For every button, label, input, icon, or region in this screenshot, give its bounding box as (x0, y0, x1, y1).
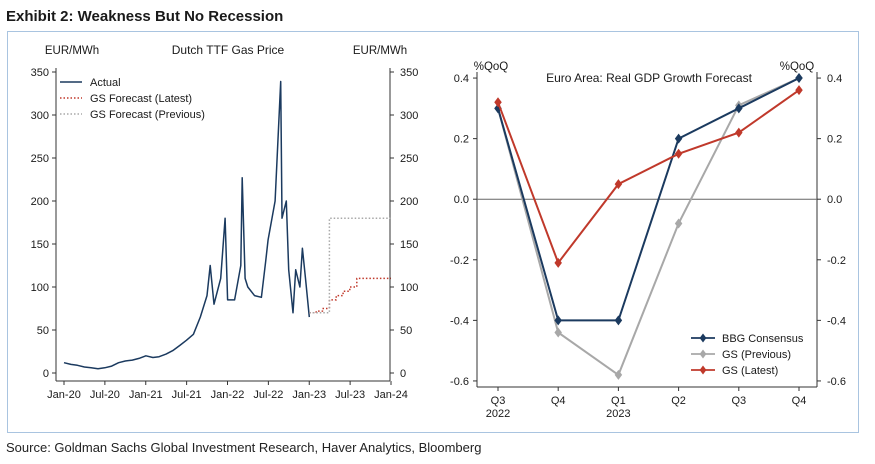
gdp-x-tick-label: Q4 (551, 395, 566, 407)
gas-x-tick-label: Jul-23 (335, 389, 365, 401)
gdp-legend-label: GS (Previous) (722, 349, 791, 361)
gdp-legend-marker (699, 349, 707, 359)
gdp-gs-previous-line (497, 77, 800, 377)
exhibit-title: Exhibit 2: Weakness But No Recession (6, 8, 284, 25)
gdp-x-tick-label: Q3 (731, 395, 746, 407)
gas-left-tick-label: 250 (31, 153, 49, 165)
gas-x-tick-label: Jan-20 (47, 389, 81, 401)
gdp-bbg-consensus-marker (674, 133, 683, 144)
gdp-gs-latest-marker (614, 179, 623, 190)
gdp-axes: -0.6 -0.6 -0.4 -0.4 -0.2 -0.2 0.0 0.0 0.2 0.2 0.4 0… (450, 72, 846, 420)
gas-right-axis-unit: EUR/MWh (353, 45, 407, 57)
gas-price-chart: Dutch TTF Gas Price EUR/MWh EUR/MWh 0 0 50… (31, 43, 419, 401)
gas-right-tick-label: 50 (400, 325, 412, 337)
gas-legend: Actual GS Forecast (Latest) GS Forecast (P… (60, 77, 205, 121)
gas-chart-title: Dutch TTF Gas Price (172, 43, 285, 57)
gdp-gs-latest-marker (494, 97, 502, 108)
gas-left-tick-label: 150 (31, 239, 49, 251)
gdp-legend-marker (699, 333, 707, 343)
gdp-chart-title: Euro Area: Real GDP Growth Forecast (546, 71, 753, 85)
gdp-x-year-label: 2022 (486, 408, 510, 420)
gas-x-tick-label: Jul-20 (90, 389, 120, 401)
gdp-right-axis-unit: %QoQ (780, 61, 815, 73)
gdp-gs-latest-marker (554, 257, 562, 268)
source-note: Source: Goldman Sachs Global Investment … (6, 440, 482, 455)
gas-forecast-previous-line (309, 217, 391, 314)
gdp-left-tick-label: 0.4 (454, 73, 469, 85)
gdp-gs-latest-marker (795, 85, 803, 96)
gdp-right-tick-label: -0.2 (827, 255, 846, 267)
gdp-forecast-chart: Euro Area: Real GDP Growth Forecast %QoQ… (450, 61, 846, 420)
gdp-bbg-consensus-line (497, 77, 800, 322)
gdp-legend: BBG Consensus GS (Previous) GS (Latest) (691, 333, 804, 377)
gdp-series-lines (494, 73, 803, 380)
gdp-gs-latest-line (497, 89, 800, 265)
gdp-gs-previous-marker (674, 218, 683, 229)
gas-x-tick-label: Jan-23 (292, 389, 326, 401)
gdp-gs-previous-marker (614, 369, 623, 380)
gdp-gs-previous-marker (554, 327, 562, 338)
gdp-legend-label: BBG Consensus (722, 333, 804, 345)
gas-x-tick-label: Jan-24 (374, 389, 408, 401)
gdp-left-tick-label: -0.4 (450, 315, 469, 327)
gas-right-tick-label: 300 (400, 110, 418, 122)
gas-actual-line (63, 80, 311, 370)
gdp-left-tick-label: -0.2 (450, 255, 469, 267)
gdp-gs-latest-marker (674, 148, 683, 159)
gas-x-tick-label: Jul-21 (172, 389, 202, 401)
gas-left-tick-label: 50 (37, 325, 49, 337)
gas-legend-label: GS Forecast (Previous) (90, 109, 205, 121)
gdp-x-tick-label: Q2 (671, 395, 686, 407)
gdp-legend-label: GS (Latest) (722, 365, 778, 377)
gdp-legend-marker (699, 365, 707, 375)
gdp-left-tick-label: -0.6 (450, 376, 469, 388)
gas-left-tick-label: 350 (31, 67, 49, 79)
gdp-left-axis-unit: %QoQ (474, 61, 509, 73)
gas-right-tick-label: 200 (400, 196, 418, 208)
gas-right-tick-label: 250 (400, 153, 418, 165)
gas-left-tick-label: 300 (31, 110, 49, 122)
gas-axes: 0 0 50 50 100 100 150 150 200 200 250 250 300 300 350 3… (31, 67, 419, 401)
gas-left-tick-label: 100 (31, 282, 49, 294)
gdp-bbg-consensus-marker (554, 315, 562, 326)
gas-right-tick-label: 150 (400, 239, 418, 251)
gas-legend-label: GS Forecast (Latest) (90, 93, 192, 105)
gdp-right-tick-label: -0.6 (827, 376, 846, 388)
gas-legend-label: Actual (90, 77, 121, 89)
gdp-bbg-consensus-marker (614, 315, 623, 326)
gdp-left-tick-label: 0.0 (454, 194, 469, 206)
gas-x-tick-label: Jan-22 (211, 389, 245, 401)
gas-right-tick-label: 350 (400, 67, 418, 79)
gdp-right-tick-label: -0.4 (827, 315, 846, 327)
gas-right-tick-label: 100 (400, 282, 418, 294)
gas-series-lines (63, 80, 391, 370)
gdp-x-year-label: 2023 (606, 408, 630, 420)
gas-x-tick-label: Jan-21 (129, 389, 163, 401)
exhibit-frame: Dutch TTF Gas Price EUR/MWh EUR/MWh 0 0 50… (7, 31, 859, 433)
gdp-right-tick-label: 0.2 (827, 134, 842, 146)
gas-left-tick-label: 200 (31, 196, 49, 208)
gdp-right-tick-label: 0.4 (827, 73, 842, 85)
gas-right-tick-label: 0 (400, 368, 406, 380)
gas-left-axis-unit: EUR/MWh (45, 45, 99, 57)
gdp-gs-latest-marker (735, 127, 743, 138)
gdp-x-tick-label: Q3 (491, 395, 506, 407)
gas-x-tick-label: Jul-22 (253, 389, 283, 401)
gdp-left-tick-label: 0.2 (454, 134, 469, 146)
gdp-x-tick-label: Q4 (792, 395, 807, 407)
gdp-bbg-consensus-marker (795, 73, 803, 84)
gdp-x-tick-label: Q1 (611, 395, 626, 407)
gas-forecast-latest-line (309, 277, 391, 314)
gdp-right-tick-label: 0.0 (827, 194, 842, 206)
gdp-bbg-consensus-marker (735, 103, 743, 114)
gas-left-tick-label: 0 (43, 368, 49, 380)
